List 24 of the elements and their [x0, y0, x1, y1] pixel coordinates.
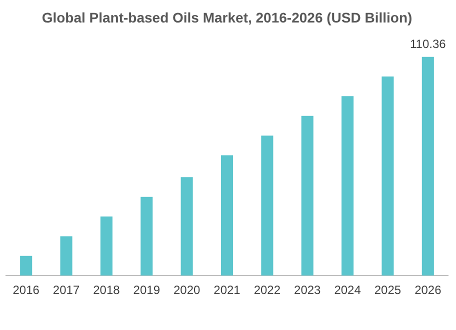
bar [261, 136, 274, 276]
x-tick-label: 2023 [294, 283, 322, 298]
bar [100, 216, 112, 276]
x-tick-label: 2021 [214, 283, 241, 298]
x-tick-label: 2019 [133, 283, 160, 298]
bar [422, 56, 434, 276]
x-tick-label: 2024 [334, 283, 362, 298]
bar [382, 76, 394, 276]
bar [301, 116, 314, 276]
x-tick-label: 2025 [374, 283, 402, 298]
x-tick-label: 2017 [52, 283, 80, 298]
x-tick-label: 2016 [12, 283, 40, 298]
bar [20, 256, 32, 276]
bar [342, 96, 354, 276]
bar [220, 155, 234, 276]
bar [60, 236, 72, 276]
x-tick-label: 2018 [93, 283, 120, 298]
x-tick-label: 2020 [173, 283, 200, 298]
annotation: 110.36 [410, 37, 446, 52]
x-tick-label: 2022 [254, 283, 281, 298]
bar [180, 177, 193, 276]
chart-title: Global Plant-based Oils Market, 2016-2026 (USD Billion) [42, 9, 412, 26]
bar [140, 196, 153, 276]
x-tick-label: 2026 [414, 283, 442, 298]
